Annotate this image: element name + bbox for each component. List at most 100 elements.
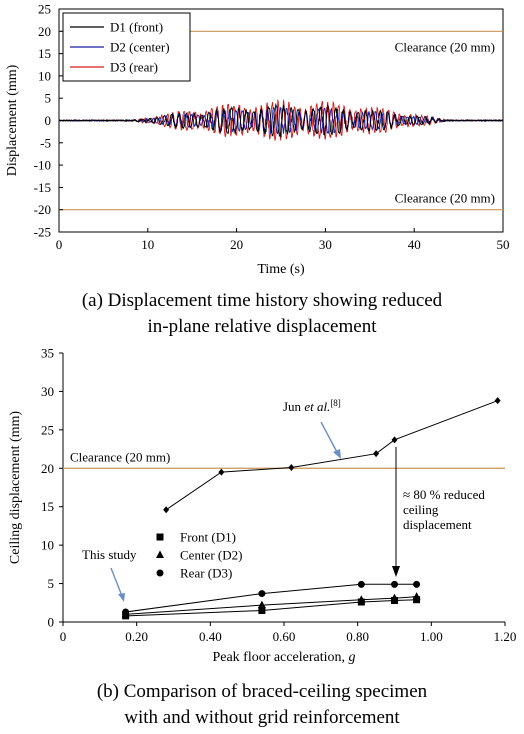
y-tick-label--10: -10 [34,158,51,173]
series-1-point-4 [373,450,380,458]
chart-b-caption-line-1: (b) Comparison of braced-ceiling specime… [96,681,428,702]
series-line-3 [125,596,417,615]
x-tick-label-0.80: 0.80 [346,629,369,644]
chart-b-annotations: Jun et al.[8] This study ≈ 80 % reducedcei… [82,398,485,602]
reduction-label-line-3: displacement [403,517,472,532]
series-line-2 [125,599,417,617]
jun-et-al-label: Jun et al.[8] [283,398,341,414]
x-tick-label-1.00: 1.00 [420,629,443,644]
y-tick-label--25: -25 [34,225,51,240]
x-tick-label-0: 0 [56,237,63,252]
chart-a-caption: (a) Displacement time history showing re… [0,288,524,340]
x-tick-label-0.20: 0.20 [125,629,148,644]
jun-pointer-arrowhead [333,449,341,459]
y-tick-label-5: 5 [45,91,52,106]
this-study-pointer-arrowhead [118,593,125,602]
jun-label-italic: et al. [304,399,330,414]
chart-b-ticks: 0 0.20 0.40 0.60 0.80 1.00 1.20 35 30 25 20 15 10 5 0 [41,346,516,645]
chart-b-caption: (b) Comparison of braced-ceiling specime… [0,679,524,731]
series-line-1 [58,102,504,138]
y-tick-label-0: 0 [45,113,52,128]
series-1-point-1 [163,506,170,514]
series-1-point-3 [288,464,295,472]
series-3-point-3 [357,595,366,603]
x-axis-label-unit: g [349,650,356,665]
chart-b-series [121,397,501,620]
y-tick-label-10: 10 [41,538,54,553]
legend-label-3: Rear (D3) [180,566,232,581]
series-3-point-4 [390,593,399,602]
y-tick-label-20: 20 [41,461,54,476]
chart-a-caption-line-1: (a) Displacement time history showing re… [81,290,443,311]
legend-label-1: D1 (front) [110,20,163,35]
y-tick-label-35: 35 [41,346,54,361]
reduction-arrowhead [392,566,400,577]
y-tick-label-10: 10 [38,68,51,83]
chart-a-legend: D1 (front) D2 (center) D3 (rear) [62,12,191,82]
chart-a: Clearance (20 mm) Clearance (20 mm) 0 10 20… [5,2,510,278]
legend-marker-1 [156,533,164,541]
series-2-point-5 [413,596,421,604]
chart-a-reference-lines: Clearance (20 mm) Clearance (20 mm) [59,30,503,211]
chart-a-caption-line-2: in-plane relative displacement [147,316,377,337]
series-3-point-2 [257,600,266,609]
y-tick-label-15: 15 [41,499,54,514]
series-3-point-5 [412,592,421,600]
clearance-label-2: Clearance (20 mm) [395,191,495,206]
jun-pointer-arrow [320,421,339,455]
y-tick-label--5: -5 [40,135,51,150]
reduction-label-line-2: ceiling [403,502,439,517]
chart-a-x-axis-label: Time (s) [257,262,305,277]
clearance-label: Clearance (20 mm) [70,449,170,464]
series-1-point-6 [494,397,501,405]
y-tick-label--20: -20 [34,202,51,217]
legend-label-2: D2 (center) [110,40,170,55]
series-line-4 [125,583,417,613]
y-tick-label-20: 20 [38,24,51,39]
y-tick-label-0: 0 [48,615,55,630]
y-tick-label-30: 30 [41,384,54,399]
y-tick-label--15: -15 [34,180,51,195]
chart-b-x-axis-label: Peak floor acceleration, g [212,650,355,665]
legend-label-3: D3 (rear) [110,60,158,75]
y-tick-label-5: 5 [48,576,55,591]
x-tick-label-1.20: 1.20 [494,629,517,644]
x-tick-label-10: 10 [141,237,154,252]
y-tick-label-25: 25 [41,422,54,437]
legend-label-2: Center (D2) [180,548,242,563]
series-4-point-5 [413,580,421,588]
x-tick-label-20: 20 [230,237,243,252]
clearance-label-1: Clearance (20 mm) [395,39,495,54]
series-4-point-4 [391,580,398,588]
this-study-pointer-arrow [110,567,123,597]
x-tick-label-0: 0 [60,629,67,644]
series-1-point-2 [218,468,225,476]
y-tick-label-25: 25 [38,2,51,17]
x-tick-label-50: 50 [497,237,510,252]
y-tick-label-15: 15 [38,46,51,61]
x-tick-label-30: 30 [319,237,332,252]
jun-label-ref: [8] [330,398,341,408]
x-tick-label-0.40: 0.40 [199,629,222,644]
chart-a-series [58,98,504,142]
series-1-point-5 [391,436,398,444]
chart-b-y-axis-label: Ceiling displacement (mm) [8,411,23,565]
chart-b-reference-line: Clearance (20 mm) [63,449,505,469]
this-study-label: This study [82,547,137,562]
series-4-point-1 [122,608,130,616]
x-axis-label-text: Peak floor acceleration, [212,650,348,665]
series-4-point-3 [357,580,365,588]
legend-marker-2 [156,550,164,558]
chart-b-legend: Front (D1) Center (D2) Rear (D3) [156,530,242,581]
legend-label-1: Front (D1) [180,530,236,545]
chart-b: Clearance (20 mm) 0 0.20 0.40 0.60 0.80 1.00 1… [8,346,516,666]
chart-b-caption-line-2: with and without grid reinforcement [124,707,400,728]
legend-marker-3 [156,569,164,577]
x-tick-label-0.60: 0.60 [273,629,296,644]
series-line-1 [165,400,498,511]
jun-label-prefix: Jun [283,399,304,414]
reduction-label-line-1: ≈ 80 % reduced [403,487,485,502]
series-4-point-2 [258,590,266,598]
